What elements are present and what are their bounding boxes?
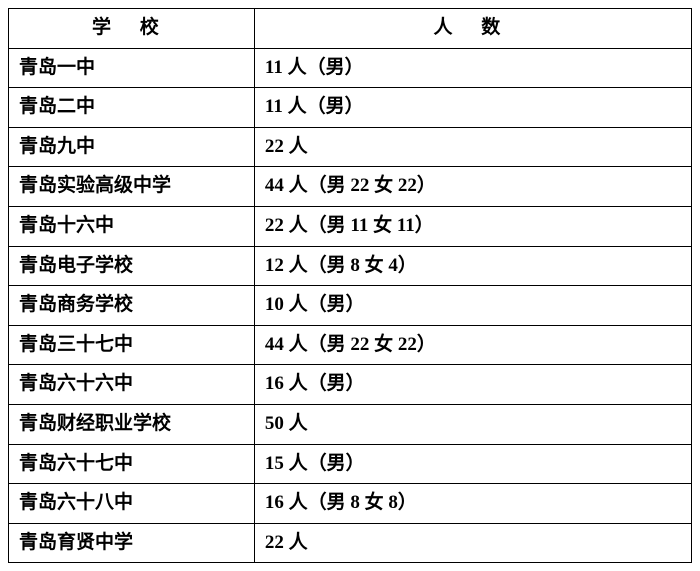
cell-count: 50 人 — [254, 404, 691, 444]
table-row: 青岛六十八中 16 人（男 8 女 8） — [9, 484, 692, 524]
table-row: 青岛一中 11 人（男） — [9, 48, 692, 88]
table-row: 青岛育贤中学 22 人 — [9, 523, 692, 563]
cell-count: 16 人（男 8 女 8） — [254, 484, 691, 524]
cell-school: 青岛电子学校 — [9, 246, 255, 286]
table-row: 青岛财经职业学校 50 人 — [9, 404, 692, 444]
cell-school: 青岛实验高级中学 — [9, 167, 255, 207]
cell-count: 44 人（男 22 女 22） — [254, 167, 691, 207]
cell-school: 青岛三十七中 — [9, 325, 255, 365]
cell-school: 青岛六十八中 — [9, 484, 255, 524]
table-header-row: 学 校 人 数 — [9, 9, 692, 49]
table-row: 青岛九中 22 人 — [9, 127, 692, 167]
cell-count: 44 人（男 22 女 22） — [254, 325, 691, 365]
table-row: 青岛三十七中 44 人（男 22 女 22） — [9, 325, 692, 365]
cell-count: 10 人（男） — [254, 286, 691, 326]
cell-school: 青岛一中 — [9, 48, 255, 88]
cell-count: 22 人 — [254, 523, 691, 563]
cell-count: 15 人（男） — [254, 444, 691, 484]
school-enrollment-table: 学 校 人 数 青岛一中 11 人（男） 青岛二中 11 人（男） 青岛九中 2… — [8, 8, 692, 563]
table-row: 青岛商务学校 10 人（男） — [9, 286, 692, 326]
table-row: 青岛实验高级中学 44 人（男 22 女 22） — [9, 167, 692, 207]
cell-count: 16 人（男） — [254, 365, 691, 405]
table-row: 青岛电子学校 12 人（男 8 女 4） — [9, 246, 692, 286]
cell-school: 青岛育贤中学 — [9, 523, 255, 563]
cell-school: 青岛商务学校 — [9, 286, 255, 326]
cell-school: 青岛十六中 — [9, 206, 255, 246]
cell-school: 青岛九中 — [9, 127, 255, 167]
table-row: 青岛六十七中 15 人（男） — [9, 444, 692, 484]
cell-count: 11 人（男） — [254, 88, 691, 128]
table-row: 青岛六十六中 16 人（男） — [9, 365, 692, 405]
cell-school: 青岛财经职业学校 — [9, 404, 255, 444]
table-row: 青岛十六中 22 人（男 11 女 11） — [9, 206, 692, 246]
header-count: 人 数 — [254, 9, 691, 49]
cell-count: 22 人 — [254, 127, 691, 167]
table-body: 青岛一中 11 人（男） 青岛二中 11 人（男） 青岛九中 22 人 青岛实验… — [9, 48, 692, 563]
header-school: 学 校 — [9, 9, 255, 49]
table-row: 青岛二中 11 人（男） — [9, 88, 692, 128]
cell-school: 青岛六十七中 — [9, 444, 255, 484]
cell-school: 青岛六十六中 — [9, 365, 255, 405]
cell-count: 22 人（男 11 女 11） — [254, 206, 691, 246]
cell-count: 11 人（男） — [254, 48, 691, 88]
cell-school: 青岛二中 — [9, 88, 255, 128]
cell-count: 12 人（男 8 女 4） — [254, 246, 691, 286]
